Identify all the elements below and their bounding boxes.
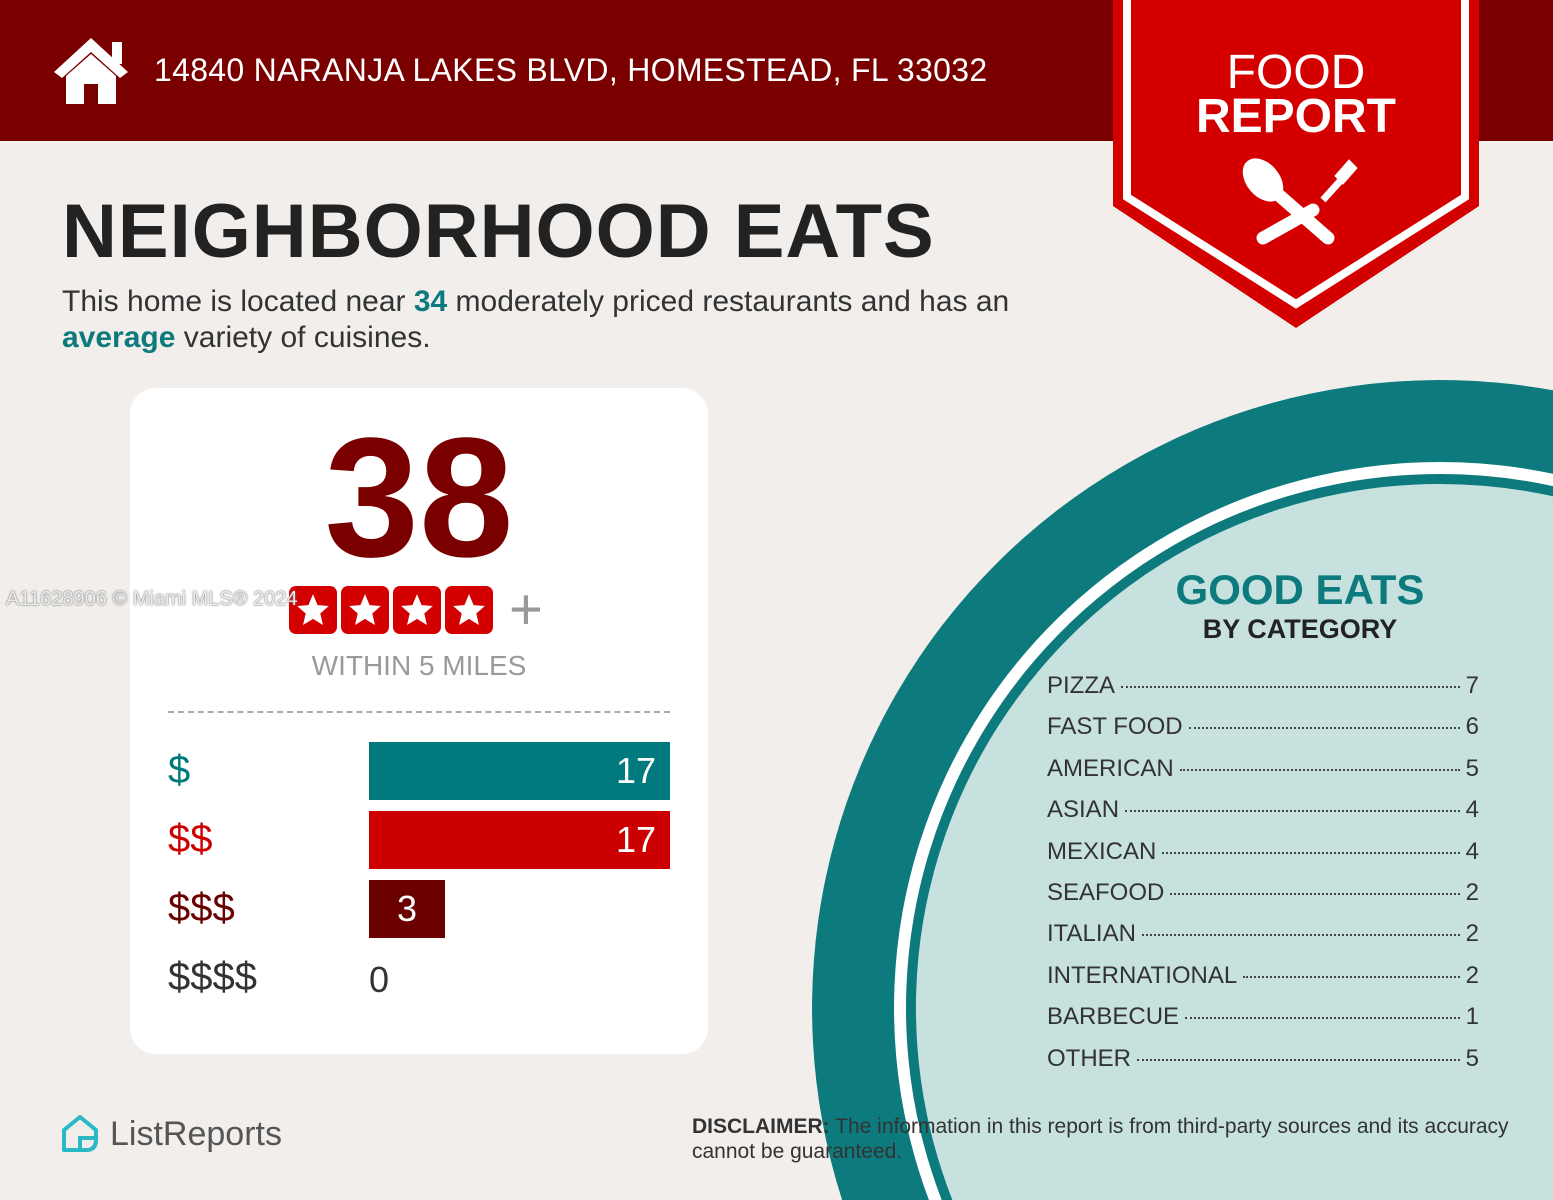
mls-watermark: A11628906 © Miami MLS® 2024: [6, 588, 298, 610]
category-count: 4: [1465, 796, 1479, 824]
category-name: ASIAN: [1047, 796, 1120, 824]
category-name: FAST FOOD: [1047, 713, 1183, 741]
price-tier-value: 0: [369, 959, 390, 1000]
category-row: PIZZA 7: [1047, 672, 1479, 713]
price-tier-label: $$$: [168, 886, 235, 930]
dot-leader: [1125, 810, 1460, 813]
dot-leader: [1162, 851, 1460, 854]
divider: [168, 711, 670, 713]
category-name: SEAFOOD: [1047, 878, 1165, 906]
category-count: 6: [1465, 713, 1479, 741]
price-tier-label: $$: [168, 817, 213, 861]
dot-leader: [1243, 975, 1460, 978]
category-row: BARBECUE 1: [1047, 1003, 1479, 1044]
category-count: 7: [1465, 672, 1479, 699]
price-tier-bar: 17: [369, 742, 670, 800]
dot-leader: [1185, 1017, 1460, 1020]
intro-part: moderately priced restaurants and has an: [447, 285, 1010, 318]
disclaimer: DISCLAIMER: The information in this repo…: [692, 1114, 1512, 1164]
dot-leader: [1137, 1058, 1460, 1061]
home-icon: [54, 38, 128, 104]
category-row: OTHER 5: [1047, 1045, 1479, 1086]
category-row: FAST FOOD 6: [1047, 713, 1479, 754]
dot-leader: [1121, 686, 1460, 688]
category-count: 5: [1465, 754, 1479, 782]
price-tier-bar: 17: [369, 811, 670, 869]
variety-level: average: [62, 321, 176, 354]
address: 14840 NARANJA LAKES BLVD, HOMESTEAD, FL …: [154, 52, 988, 88]
category-count: 1: [1465, 1003, 1479, 1031]
spoon-fork-icon: [1242, 158, 1358, 245]
category-row: ITALIAN 2: [1047, 920, 1479, 961]
badge-line-2: REPORT: [1195, 90, 1396, 143]
category-name: BARBECUE: [1047, 1003, 1180, 1031]
intro-part: This home is located near: [62, 285, 414, 318]
logo-text: ListReports: [110, 1114, 282, 1153]
page-title: NEIGHBORHOOD EATS: [62, 189, 935, 274]
food-report-badge: [1113, 0, 1479, 328]
category-name: PIZZA: [1047, 672, 1116, 699]
dot-leader: [1141, 934, 1460, 937]
category-list: PIZZA 7 FAST FOOD 6 AMERICAN 5 ASIAN 4 MEXICAN 4 S…: [1047, 672, 1479, 1086]
disclaimer-text: The information in this report is from t…: [692, 1115, 1509, 1163]
star-icon: [445, 586, 493, 634]
category-count: 2: [1465, 878, 1479, 906]
category-row: ASIAN 4: [1047, 796, 1479, 837]
price-tier-label: $: [168, 748, 191, 792]
category-row: SEAFOOD 2: [1047, 879, 1479, 920]
category-name: OTHER: [1047, 1044, 1131, 1072]
intro-part: variety of cuisines.: [175, 321, 431, 354]
category-name: MEXICAN: [1047, 837, 1157, 865]
category-name: INTERNATIONAL: [1047, 961, 1238, 989]
badge-line-1: FOOD: [1226, 46, 1366, 99]
star-icon: [289, 586, 337, 634]
price-tier-label: $$$$: [168, 955, 257, 999]
restaurant-count: 34: [413, 285, 448, 318]
dot-leader: [1179, 768, 1460, 771]
category-count: 2: [1465, 920, 1479, 948]
category-name: AMERICAN: [1047, 754, 1174, 782]
category-row: AMERICAN 5: [1047, 755, 1479, 796]
rating-plus: +: [509, 577, 543, 642]
good-eats-subtitle: BY CATEGORY: [1202, 614, 1398, 644]
within-label: WITHIN 5 MILES: [311, 650, 527, 681]
category-count: 5: [1465, 1044, 1479, 1072]
category-row: MEXICAN 4: [1047, 838, 1479, 879]
dot-leader: [1170, 892, 1460, 895]
dot-leader: [1188, 727, 1460, 730]
star-icon: [341, 586, 389, 634]
category-count: 2: [1465, 961, 1479, 989]
category-row: INTERNATIONAL 2: [1047, 962, 1479, 1003]
listreports-logo: ListReports: [60, 1114, 282, 1154]
good-eats-title: GOOD EATS: [1175, 566, 1425, 613]
total-restaurants: 38: [324, 403, 514, 593]
intro-text: This home is located near 34 moderately …: [62, 284, 1072, 356]
category-count: 4: [1465, 837, 1479, 865]
star-icon: [393, 586, 441, 634]
star-rating: +: [289, 577, 543, 642]
category-name: ITALIAN: [1047, 920, 1136, 948]
summary-card: 38 + WITHIN 5 MILES $17 $$ 17 $$$ 3 $$$$ 0: [130, 388, 708, 1054]
price-tier-bar: 3: [369, 880, 445, 938]
listreports-logo-icon: [62, 1115, 98, 1152]
disclaimer-label: DISCLAIMER:: [692, 1115, 830, 1138]
